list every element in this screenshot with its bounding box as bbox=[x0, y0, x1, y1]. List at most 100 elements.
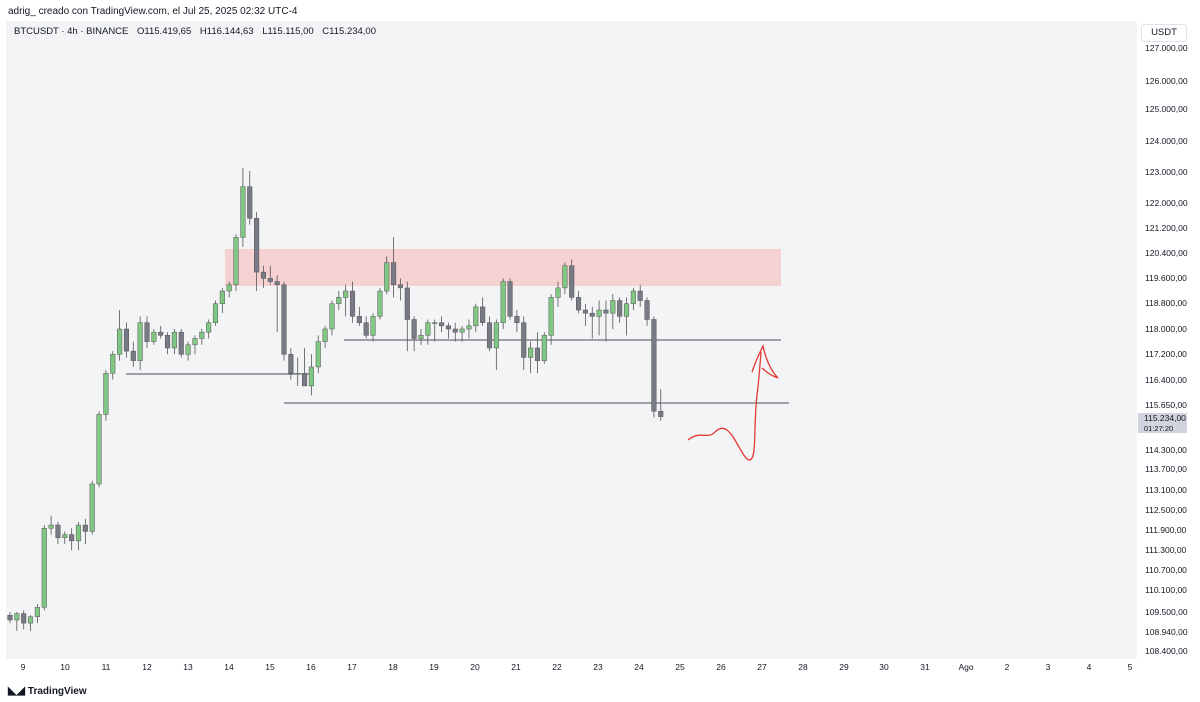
time-tick-label: 2 bbox=[1005, 662, 1010, 672]
candle-down bbox=[644, 300, 650, 320]
candle-up bbox=[493, 322, 499, 349]
hand-drawn-arrow-annotation bbox=[687, 344, 779, 461]
candle-up bbox=[96, 414, 102, 485]
candle-down bbox=[452, 328, 458, 333]
candle-down bbox=[267, 278, 273, 282]
candle-down bbox=[7, 614, 13, 621]
price-tick-label: 111.300,00 bbox=[1145, 545, 1187, 555]
candle-up bbox=[137, 322, 143, 361]
candle-up bbox=[89, 483, 95, 532]
symbol-legend: BTCUSDT · 4h · BINANCE O115.419,65 H116.… bbox=[14, 26, 382, 37]
candle-up bbox=[377, 290, 383, 317]
candle-up bbox=[151, 331, 157, 342]
candle-down bbox=[123, 328, 130, 352]
candle-up bbox=[308, 366, 314, 387]
candle-up bbox=[75, 524, 82, 542]
last-price-label: 115.234,00 bbox=[1144, 413, 1186, 423]
candle-up bbox=[432, 322, 438, 324]
candle-down bbox=[165, 335, 171, 349]
time-tick-label: 12 bbox=[142, 662, 152, 672]
price-tick-label: 120.400,00 bbox=[1145, 248, 1188, 258]
candle-up bbox=[34, 607, 40, 618]
candle-down bbox=[281, 284, 287, 355]
time-tick-label: 5 bbox=[1128, 662, 1133, 672]
candle-down bbox=[411, 319, 417, 339]
price-tick-label: 109.500,00 bbox=[1145, 607, 1188, 617]
price-tick-label: 112.500,00 bbox=[1145, 505, 1187, 515]
price-tick-label: 121.200,00 bbox=[1145, 223, 1188, 233]
time-tick-label: 25 bbox=[675, 662, 685, 672]
candle-down bbox=[569, 265, 575, 298]
time-tick-label: 24 bbox=[634, 662, 644, 672]
candle-down bbox=[130, 350, 136, 361]
symbol-label[interactable]: BTCUSDT · 4h · BINANCE bbox=[14, 26, 129, 37]
price-tick-label: 114.300,00 bbox=[1145, 445, 1187, 455]
candle-up bbox=[322, 328, 328, 342]
time-tick-label: 28 bbox=[798, 662, 808, 672]
price-tick-label: 111.900,00 bbox=[1145, 525, 1187, 535]
time-tick-label: 17 bbox=[347, 662, 357, 672]
candle-down bbox=[582, 309, 588, 314]
candle-down bbox=[178, 331, 184, 355]
candle-up bbox=[240, 186, 246, 238]
countdown-label: 01:27:20 bbox=[1144, 424, 1173, 433]
price-tick-label: 110.100,00 bbox=[1145, 585, 1187, 595]
price-tick-label: 115.650,00 bbox=[1145, 400, 1187, 410]
candle-up bbox=[14, 613, 20, 621]
time-tick-label: 30 bbox=[879, 662, 889, 672]
candle-up bbox=[185, 344, 191, 355]
candle-down bbox=[603, 309, 609, 314]
price-tick-label: 118.000,00 bbox=[1145, 324, 1187, 334]
candle-down bbox=[658, 410, 664, 417]
open-value: O115.419,65 bbox=[137, 26, 192, 37]
candle-down bbox=[521, 322, 527, 358]
candle-up bbox=[62, 534, 68, 538]
candle-up bbox=[548, 297, 554, 336]
candle-down bbox=[589, 312, 595, 317]
time-tick-label: 15 bbox=[265, 662, 275, 672]
candle-down bbox=[349, 290, 356, 317]
candle-down bbox=[391, 262, 397, 285]
time-tick-label: 27 bbox=[757, 662, 767, 672]
candle-down bbox=[288, 354, 294, 374]
currency-button[interactable]: USDT bbox=[1141, 24, 1187, 42]
price-tick-label: 108.940,00 bbox=[1145, 627, 1188, 637]
candle-up bbox=[103, 373, 109, 415]
time-axis[interactable] bbox=[6, 659, 1137, 677]
candle-up bbox=[48, 524, 54, 529]
price-tick-label: 127.000,00 bbox=[1145, 43, 1188, 53]
candle-up bbox=[110, 354, 116, 374]
candle-down bbox=[260, 271, 266, 279]
candle-up bbox=[562, 265, 568, 289]
candle-up bbox=[541, 335, 547, 361]
price-tick-label: 125.000,00 bbox=[1145, 104, 1188, 114]
candle-down bbox=[576, 297, 582, 311]
candle-down bbox=[363, 322, 369, 336]
close-value: C115.234,00 bbox=[322, 26, 376, 37]
time-tick-label: 23 bbox=[593, 662, 603, 672]
candle-up bbox=[28, 616, 34, 624]
candle-down bbox=[617, 300, 623, 317]
price-tick-label: 113.100,00 bbox=[1145, 485, 1187, 495]
candle-up bbox=[418, 335, 424, 339]
time-tick-label: 26 bbox=[716, 662, 726, 672]
candle-up bbox=[555, 287, 561, 298]
high-value: H116.144,63 bbox=[199, 26, 254, 37]
price-axis[interactable] bbox=[1137, 21, 1200, 659]
candle-down bbox=[514, 316, 520, 323]
candle-up bbox=[630, 290, 636, 304]
time-tick-label: 14 bbox=[224, 662, 234, 672]
price-tick-label: 124.000,00 bbox=[1145, 136, 1188, 146]
candle-up bbox=[623, 303, 630, 317]
time-tick-label: 18 bbox=[388, 662, 398, 672]
price-tick-label: 126.000,00 bbox=[1145, 76, 1188, 86]
time-tick-label: 20 bbox=[470, 662, 480, 672]
candle-down bbox=[254, 218, 260, 273]
candle-up bbox=[343, 290, 349, 298]
time-tick-label: 16 bbox=[306, 662, 316, 672]
candle-up bbox=[117, 328, 123, 355]
time-tick-label: 11 bbox=[102, 662, 111, 672]
candle-down bbox=[486, 322, 493, 349]
tradingview-logo[interactable]: ◣◢ TradingView bbox=[8, 684, 87, 697]
